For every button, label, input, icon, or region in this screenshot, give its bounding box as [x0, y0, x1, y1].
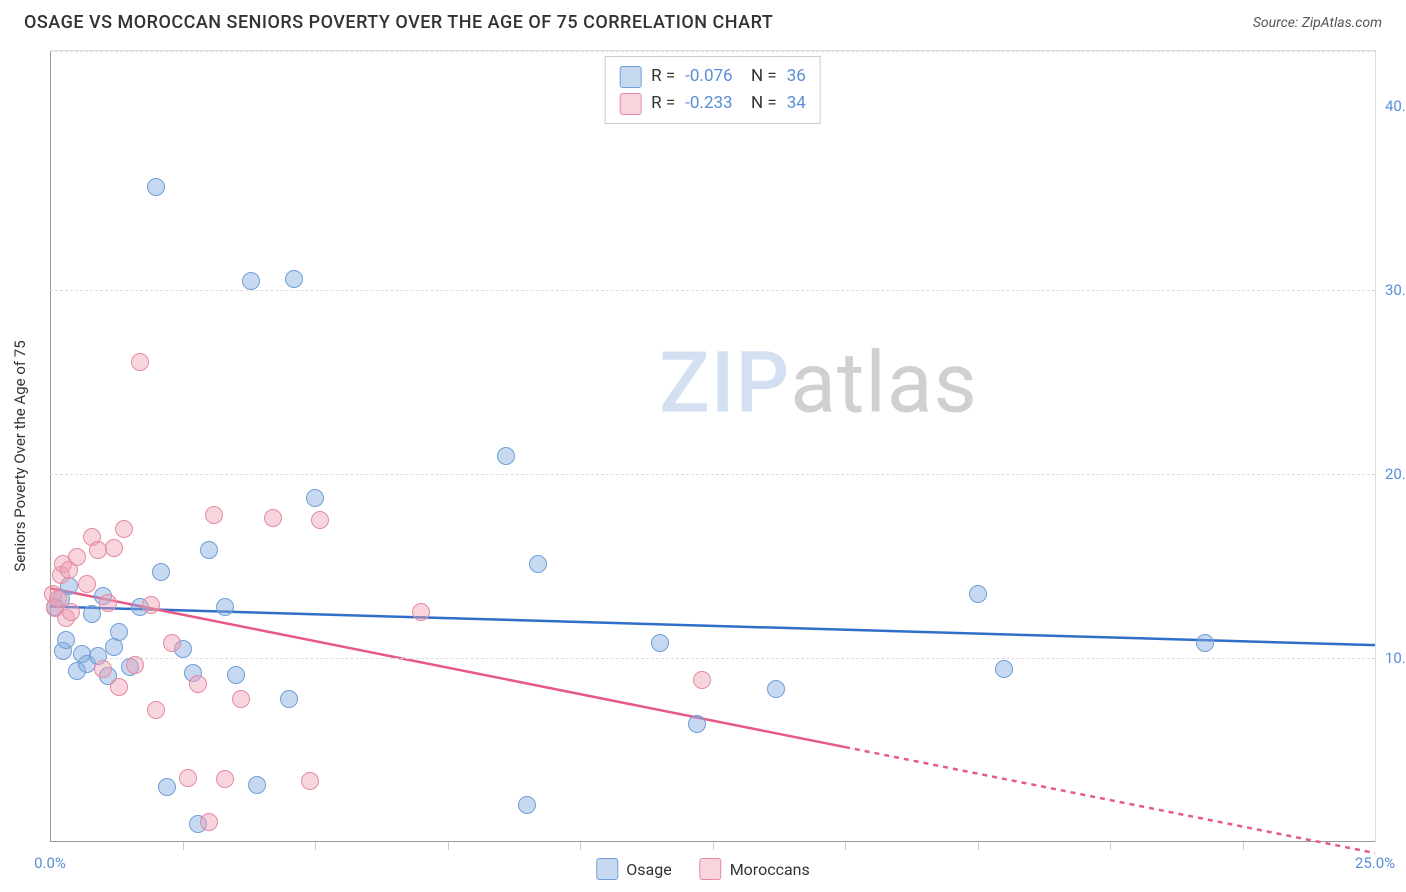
data-point: [205, 506, 223, 524]
data-point: [115, 520, 133, 538]
stats-r-osage: -0.076: [685, 63, 732, 90]
trend-line: [50, 607, 1375, 646]
data-point: [200, 541, 218, 559]
stats-legend: R = -0.076 N = 36 R = -0.233 N = 34: [604, 56, 821, 124]
data-point: [110, 678, 128, 696]
data-point: [131, 353, 149, 371]
legend-swatch-moroccans: [700, 858, 722, 880]
y-axis-label: Seniors Poverty Over the Age of 75: [11, 340, 29, 571]
legend-swatch-osage: [596, 858, 618, 880]
source-label: Source: ZipAtlas.com: [1253, 15, 1382, 31]
y-tick-label: 40.0%: [1385, 97, 1406, 115]
data-point: [995, 660, 1013, 678]
data-point: [83, 605, 101, 623]
legend-item-osage: Osage: [596, 858, 671, 880]
x-minor-tick: [1110, 842, 1111, 850]
legend-label-moroccans: Moroccans: [730, 860, 810, 879]
data-point: [179, 769, 197, 787]
data-point: [1196, 634, 1214, 652]
data-point: [412, 603, 430, 621]
data-point: [147, 701, 165, 719]
x-minor-tick: [1243, 842, 1244, 850]
data-point: [693, 671, 711, 689]
gridline-h: [50, 474, 1375, 475]
data-point: [216, 598, 234, 616]
x-minor-tick: [978, 842, 979, 850]
chart-area: Seniors Poverty Over the Age of 75 ZIPat…: [50, 50, 1376, 842]
x-minor-tick: [183, 842, 184, 850]
stats-n-label: N =: [743, 90, 777, 117]
x-tick-label: 25.0%: [1355, 854, 1395, 872]
x-minor-tick: [448, 842, 449, 850]
stats-row-osage: R = -0.076 N = 36: [619, 63, 806, 90]
data-point: [227, 666, 245, 684]
stats-n-label: N =: [743, 63, 777, 90]
data-point: [497, 447, 515, 465]
stats-row-moroccans: R = -0.233 N = 34: [619, 90, 806, 117]
swatch-osage: [619, 66, 641, 88]
gridline-h: [50, 51, 1375, 52]
x-tick-label: 0.0%: [34, 854, 66, 872]
data-point: [152, 563, 170, 581]
x-minor-tick: [580, 842, 581, 850]
data-point: [57, 631, 75, 649]
data-point: [147, 178, 165, 196]
data-point: [518, 796, 536, 814]
data-point: [158, 778, 176, 796]
data-point: [99, 594, 117, 612]
data-point: [126, 656, 144, 674]
stats-r-moroccans: -0.233: [685, 90, 732, 117]
y-tick-label: 30.0%: [1385, 281, 1406, 299]
data-point: [264, 509, 282, 527]
data-point: [105, 539, 123, 557]
data-point: [651, 634, 669, 652]
data-point: [189, 675, 207, 693]
trend-lines: [50, 51, 1375, 842]
chart-title: OSAGE VS MOROCCAN SENIORS POVERTY OVER T…: [24, 12, 773, 33]
y-tick-label: 10.0%: [1385, 649, 1406, 667]
data-point: [301, 772, 319, 790]
trend-line: [845, 747, 1375, 853]
data-point: [232, 690, 250, 708]
x-minor-tick: [315, 842, 316, 850]
data-point: [280, 690, 298, 708]
data-point: [94, 660, 112, 678]
data-point: [767, 680, 785, 698]
data-point: [142, 596, 160, 614]
bottom-legend: Osage Moroccans: [596, 858, 809, 880]
data-point: [242, 272, 260, 290]
swatch-moroccans: [619, 93, 641, 115]
stats-n-moroccans: 34: [787, 90, 806, 117]
legend-item-moroccans: Moroccans: [700, 858, 810, 880]
stats-r-label: R =: [651, 90, 675, 117]
data-point: [62, 603, 80, 621]
data-point: [163, 634, 181, 652]
plot-area: 10.0%20.0%30.0%40.0%0.0%25.0%: [50, 51, 1375, 842]
legend-label-osage: Osage: [626, 860, 671, 879]
data-point: [216, 770, 234, 788]
trend-line: [50, 588, 845, 747]
data-point: [529, 555, 547, 573]
data-point: [306, 489, 324, 507]
data-point: [68, 548, 86, 566]
data-point: [285, 270, 303, 288]
stats-n-osage: 36: [787, 63, 806, 90]
data-point: [688, 715, 706, 733]
data-point: [969, 585, 987, 603]
data-point: [78, 575, 96, 593]
data-point: [248, 776, 266, 794]
gridline-h: [50, 658, 1375, 659]
data-point: [200, 813, 218, 831]
gridline-h: [50, 290, 1375, 291]
y-tick-label: 20.0%: [1385, 465, 1406, 483]
data-point: [311, 511, 329, 529]
x-minor-tick: [713, 842, 714, 850]
x-minor-tick: [845, 842, 846, 850]
data-point: [110, 623, 128, 641]
stats-r-label: R =: [651, 63, 675, 90]
